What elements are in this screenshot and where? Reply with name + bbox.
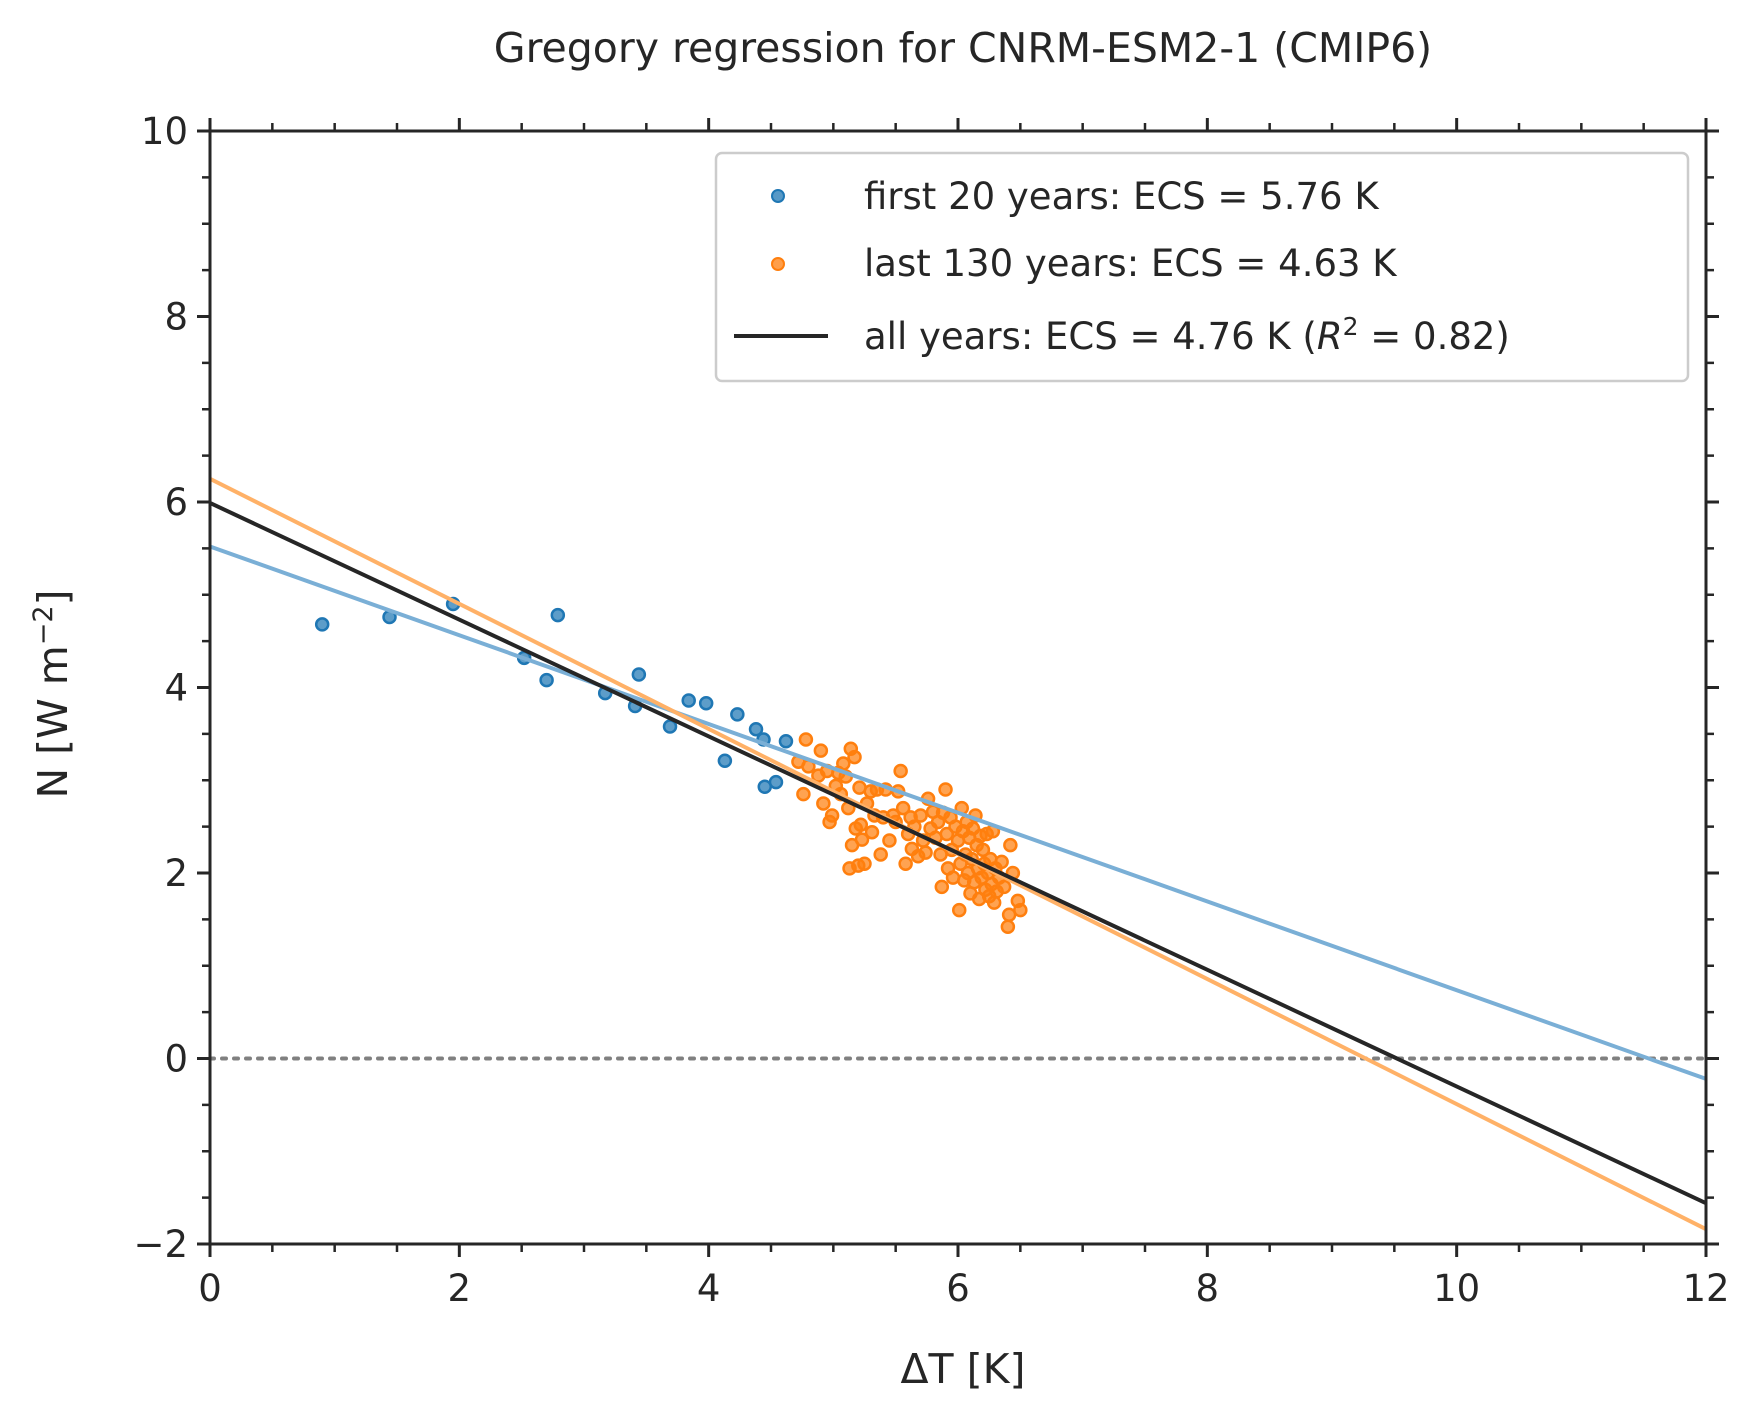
y-axis-label: N [W m−2]	[28, 589, 77, 798]
data-point-series-1-5	[813, 743, 829, 758]
legend-marker-first-20	[771, 189, 785, 203]
x-tick-label-8: 8	[1196, 1267, 1220, 1310]
data-point-series-1-9	[824, 808, 840, 823]
y-axis-label-close: ]	[29, 589, 77, 605]
y-tick-label-0: −2	[133, 1223, 188, 1266]
y-tick-label-5: 8	[164, 296, 188, 339]
data-point-series-1-84	[975, 842, 991, 858]
data-point-series-0-10	[681, 693, 696, 708]
data-point-series-0-12	[717, 753, 733, 769]
data-point-series-1-23	[853, 817, 869, 833]
x-tick-label-6: 6	[946, 1267, 970, 1310]
legend-label-last-130: last 130 years: ECS = 4.63 K	[864, 242, 1398, 285]
legend-box	[714, 151, 1690, 383]
data-point-series-1-98	[996, 879, 1012, 895]
data-point-series-1-6	[816, 796, 831, 811]
x-tick-label-4: 4	[697, 1267, 721, 1310]
x-tick-label-12: 12	[1682, 1267, 1729, 1310]
data-point-series-0-14	[748, 721, 764, 737]
x-tick-label-0: 0	[198, 1267, 222, 1310]
data-point-series-1-31	[873, 847, 888, 862]
legend-all-years-sup: 2	[1343, 312, 1359, 341]
data-point-series-0-17	[768, 774, 784, 790]
data-point-series-1-101	[1003, 837, 1018, 853]
data-point-series-0-18	[778, 734, 794, 749]
data-point-series-1-40	[898, 856, 913, 871]
y-tick-label-4: 6	[164, 481, 188, 524]
y-axis-label-main: N [W m	[29, 645, 77, 798]
data-point-series-1-2	[798, 732, 814, 747]
data-point-series-0-4	[539, 672, 554, 688]
data-point-series-0-5	[550, 607, 566, 623]
y-tick-label-3: 4	[164, 667, 188, 710]
data-point-series-1-25	[857, 856, 872, 871]
data-point-series-0-13	[730, 707, 745, 722]
data-point-series-1-19	[847, 749, 862, 765]
data-point-series-1-48	[918, 845, 933, 860]
y-axis-label-exponent: −2	[28, 605, 59, 645]
data-point-series-1-38	[893, 763, 908, 779]
y-tick-label-2: 2	[164, 852, 188, 895]
y-tick-label-6: 10	[141, 110, 188, 153]
x-tick-label-10: 10	[1433, 1267, 1480, 1310]
legend: first 20 years: ECS = 5.76 K last 130 ye…	[714, 151, 1690, 383]
data-point-series-1-55	[934, 879, 950, 895]
legend-all-years-r: R	[1317, 315, 1343, 358]
data-point-series-1-104	[1013, 902, 1028, 918]
data-point-series-1-1	[796, 786, 811, 802]
data-point-series-1-99	[1000, 919, 1016, 935]
legend-all-years-prefix: all years: ECS = 4.76 K (	[864, 315, 1317, 358]
data-point-series-1-46	[913, 808, 928, 823]
data-point-series-0-11	[698, 696, 714, 711]
chart-title: Gregory regression for CNRM-ESM2-1 (CMIP…	[494, 24, 1432, 72]
data-point-series-1-57	[938, 782, 953, 797]
regression-line-2	[210, 501, 1706, 1206]
data-point-series-1-24	[854, 832, 870, 847]
data-point-series-0-0	[314, 617, 330, 632]
x-tick-label-2: 2	[448, 1267, 472, 1310]
legend-label-all-years: all years: ECS = 4.76 K (R2 = 0.82)	[864, 312, 1510, 358]
data-point-series-1-13	[836, 756, 851, 771]
data-point-series-0-8	[631, 667, 647, 682]
legend-all-years-suffix: = 0.82)	[1359, 315, 1510, 358]
regression-line-0	[210, 544, 1706, 1081]
data-point-series-1-65	[951, 902, 967, 918]
data-point-series-1-39	[895, 800, 911, 816]
data-point-series-1-34	[882, 833, 897, 848]
y-tick-label-1: 0	[164, 1038, 188, 1081]
legend-label-first-20: first 20 years: ECS = 5.76 K	[864, 175, 1380, 218]
data-point-series-1-97	[994, 854, 1009, 870]
x-axis-label: ΔT [K]	[900, 1345, 1025, 1393]
data-point-series-1-28	[864, 824, 880, 840]
legend-marker-last-130	[771, 257, 785, 271]
